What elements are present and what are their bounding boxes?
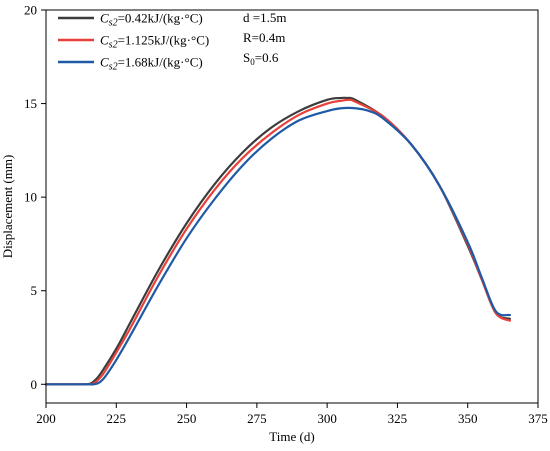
- legend-label-1: Cs2=0.42kJ/(kg·°C): [100, 11, 203, 29]
- x-tick-label: 225: [107, 411, 127, 426]
- annotation-main: S: [243, 50, 250, 65]
- y-tick-label: 5: [31, 283, 38, 298]
- legend-subscript: s2: [109, 40, 118, 51]
- x-tick-label: 375: [528, 411, 548, 426]
- legend-subscript: s2: [109, 18, 118, 29]
- legend-symbol: C: [100, 55, 109, 70]
- x-tick-label: 275: [247, 411, 267, 426]
- x-axis-title: Time (d): [269, 429, 314, 444]
- axes: 200 225 250 275 300 325 350 375 0 5 10 15 20: [24, 3, 548, 427]
- annotation-3: S0=0.6: [243, 50, 279, 67]
- y-tick-label: 0: [31, 377, 38, 392]
- y-tick-label: 10: [24, 190, 37, 205]
- y-tick-label: 20: [24, 3, 37, 18]
- x-tick-label: 200: [36, 411, 56, 426]
- legend-value: =1.125kJ/(kg·°C): [118, 33, 210, 48]
- plot-frame: [45, 9, 539, 404]
- x-tick-label: 350: [458, 411, 478, 426]
- x-tick-label: 300: [317, 411, 337, 426]
- legend-symbol: C: [100, 11, 109, 26]
- annotation-1: d =1.5m: [243, 10, 286, 25]
- legend-label-2: Cs2=1.125kJ/(kg·°C): [100, 33, 209, 51]
- series-layer: [44, 96, 511, 386]
- parameter-annotations: d =1.5m R=0.4m S0=0.6: [243, 10, 286, 67]
- series-line-1: [44, 96, 511, 386]
- legend-label-3: Cs2=1.68kJ/(kg·°C): [100, 55, 203, 73]
- legend-value: =0.42kJ/(kg·°C): [118, 11, 203, 26]
- series-line-2: [44, 98, 511, 386]
- annotation-main: d =1.5m: [243, 10, 286, 25]
- legend-symbol: C: [100, 33, 109, 48]
- annotation-value: =0.6: [255, 50, 279, 65]
- x-tick-label: 325: [388, 411, 408, 426]
- annotation-subscript: 0: [250, 57, 255, 67]
- legend-subscript: s2: [109, 62, 118, 73]
- y-axis-title: Displacement (mm): [0, 155, 15, 259]
- series-line-3: [44, 106, 511, 386]
- legend: Cs2=0.42kJ/(kg·°C)Cs2=1.125kJ/(kg·°C)Cs2…: [58, 11, 209, 73]
- legend-value: =1.68kJ/(kg·°C): [118, 55, 203, 70]
- annotation-main: R=0.4m: [243, 30, 285, 45]
- annotation-2: R=0.4m: [243, 30, 285, 45]
- y-tick-label: 15: [24, 96, 37, 111]
- x-tick-label: 250: [177, 411, 197, 426]
